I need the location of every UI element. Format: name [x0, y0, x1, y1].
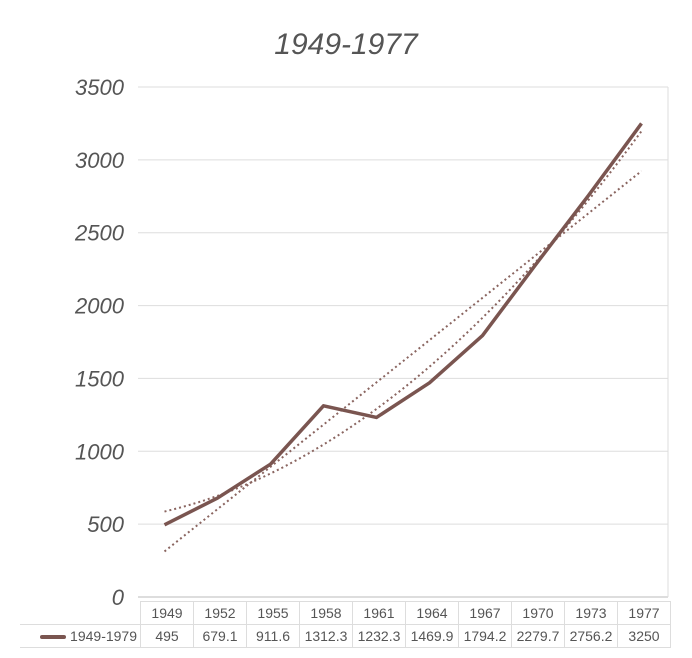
y-tick-label: 0: [112, 585, 125, 610]
y-tick-label: 1000: [75, 439, 125, 464]
x-tick-label: 1970: [511, 601, 565, 625]
linear-trendline: [163, 170, 643, 553]
data-label: 1794.2: [458, 624, 512, 648]
y-tick-label: 500: [87, 512, 124, 537]
x-tick-label: 1955: [246, 601, 300, 625]
data-label: 1312.3: [299, 624, 353, 648]
data-label: 3250: [617, 624, 671, 648]
series-line: [163, 122, 643, 527]
legend-entry: 1949-1979: [20, 624, 141, 648]
data-label: 495: [140, 624, 194, 648]
y-tick-label: 1500: [75, 366, 125, 391]
x-tick-label: 1967: [458, 601, 512, 625]
data-label: 679.1: [193, 624, 247, 648]
x-tick-label: 1973: [564, 601, 618, 625]
data-label: 2756.2: [564, 624, 618, 648]
table-corner: [20, 602, 141, 625]
x-tick-label: 1977: [617, 601, 671, 625]
y-tick-label: 3000: [75, 148, 125, 173]
legend-label: 1949-1979: [70, 628, 137, 644]
data-label: 1469.9: [405, 624, 459, 648]
data-label: 2279.7: [511, 624, 565, 648]
polynomial-trendline: [164, 130, 643, 513]
x-tick-label: 1964: [405, 601, 459, 625]
x-tick-label: 1961: [352, 601, 406, 625]
y-tick-label: 2000: [74, 294, 125, 319]
x-tick-label: 1952: [193, 601, 247, 625]
data-table: 1949 1952 1955 1958 1961 1964 1967 1970 1973 1977…: [20, 601, 671, 648]
data-label: 1232.3: [352, 624, 406, 648]
y-tick-label: 2500: [74, 221, 125, 246]
y-tick-label: 3500: [75, 75, 125, 100]
x-tick-label: 1949: [140, 601, 194, 625]
x-tick-label: 1958: [299, 601, 353, 625]
legend-swatch: [40, 635, 67, 640]
data-label: 911.6: [246, 624, 300, 648]
chart-title: 1949-1977: [274, 28, 418, 61]
